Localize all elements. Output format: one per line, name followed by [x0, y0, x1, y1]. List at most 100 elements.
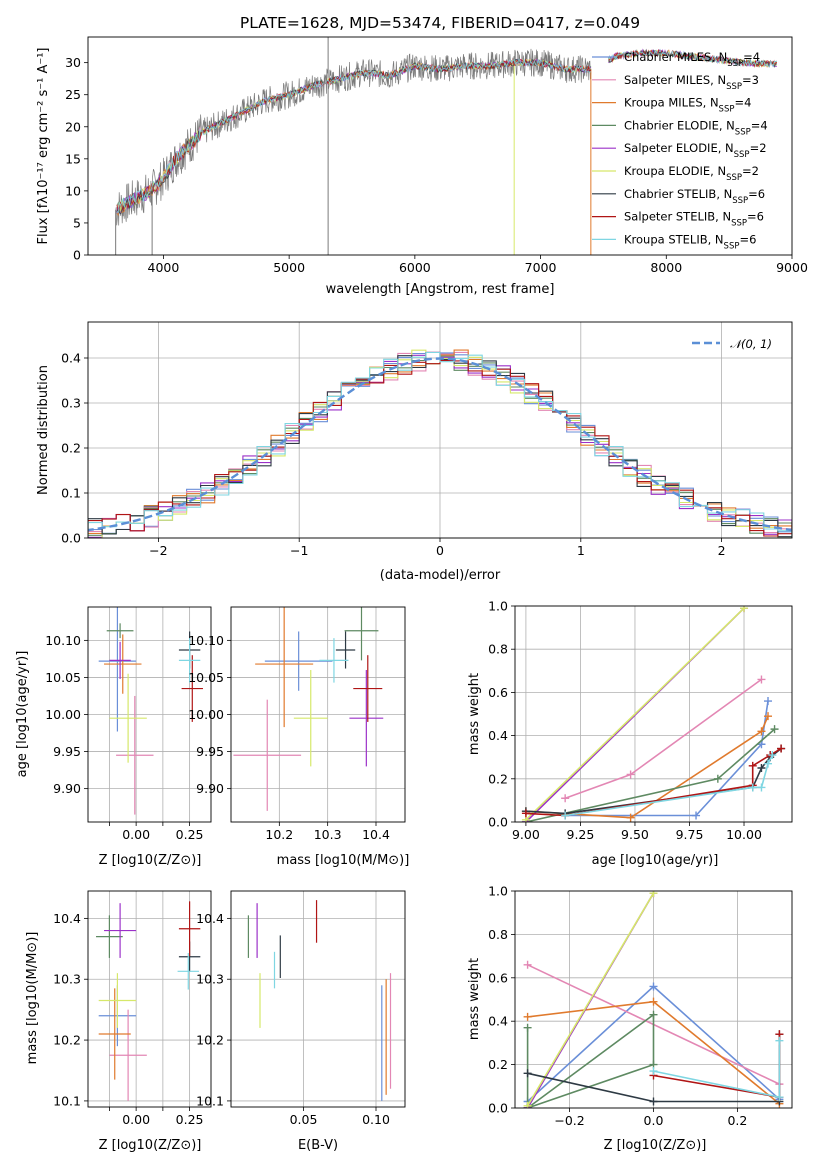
age-vs-mass-panel: 10.2 10.3 10.4 9.90 9.95 10.00 10.05 10.10 mass …	[188, 606, 410, 868]
legend-entry-base: Salpeter MILES, N	[624, 73, 726, 87]
errorbar-point	[319, 638, 349, 683]
legend-entry-base: Kroupa STELIB, N	[624, 232, 724, 246]
mass-weight-series-line	[526, 892, 655, 1107]
y-tick-label: 10.4	[196, 911, 224, 926]
legend-entry-base: Salpeter STELIB, N	[624, 210, 731, 224]
legend-entry-sub: SSP	[732, 196, 748, 206]
y-tick-label: 10.3	[196, 972, 224, 987]
mass-vs-metallicity-panel: 0.00 0.25 10.1 10.2 10.3 10.4 Z [log10(Z/Z⊙)] m…	[25, 890, 212, 1153]
x-axis-label: E(B-V)	[298, 1138, 338, 1153]
y-tick-label: 0	[73, 248, 81, 263]
mass-weight-point-marker	[523, 1101, 532, 1108]
x-tick-label: 0.00	[122, 827, 150, 842]
mass-weight-point-marker	[775, 1036, 784, 1045]
legend-entry: Salpeter ELODIE, NSSP=2	[624, 141, 767, 160]
axes-frame	[87, 321, 793, 539]
mass-weight-point-marker	[748, 783, 757, 792]
y-axis-label: mass [log10(M/M⊙)]	[25, 932, 40, 1065]
mass-weight-point-marker	[523, 960, 532, 969]
y-tick-label: 20	[65, 119, 81, 134]
axes-frame	[230, 890, 406, 1108]
y-tick-label: 0.0	[488, 815, 508, 830]
x-tick-label: 9.50	[621, 827, 649, 842]
y-tick-label: 10.00	[45, 707, 81, 722]
errorbar-point	[96, 915, 123, 958]
legend-entry-tail: =4	[734, 96, 751, 110]
y-tick-label: 0.3	[61, 396, 81, 411]
mass-weight-series-line	[525, 728, 776, 822]
legend-entry-base: Salpeter ELODIE, N	[624, 141, 734, 155]
y-tick-label: 10.4	[53, 911, 81, 926]
errorbar-point	[349, 670, 384, 767]
legend-entry-base: Kroupa ELODIE, N	[624, 164, 726, 178]
x-tick-label: 9.00	[512, 827, 540, 842]
x-tick-label: 0.0	[644, 1113, 664, 1128]
x-axis-label: Z [log10(Z/Z⊙)]	[99, 1138, 202, 1153]
y-axis-label: age [log10(age/yr)]	[15, 651, 30, 778]
x-tick-label: 9000	[776, 260, 808, 275]
errorbar-point	[116, 695, 154, 815]
axes-frame	[514, 605, 793, 823]
y-tick-label: 10.05	[188, 670, 224, 685]
y-tick-label: 30	[65, 55, 81, 70]
x-axis-label: Z [log10(Z/Z⊙)]	[99, 853, 202, 868]
y-tick-label: 0.8	[488, 642, 508, 657]
y-tick-label: 9.95	[196, 744, 224, 759]
mass-weight-point-marker	[649, 891, 658, 898]
mass-weight-point-marker	[764, 759, 773, 768]
errorbar-point	[178, 901, 201, 957]
legend-entry-tail: =2	[742, 164, 759, 178]
y-tick-label: 1.0	[488, 599, 508, 614]
legend-entry-sub: SSP	[726, 82, 742, 92]
mass-weight-point-marker	[649, 1097, 658, 1106]
x-tick-label: 10.3	[314, 827, 342, 842]
figure-title: PLATE=1628, MJD=53474, FIBERID=0417, z=0…	[240, 14, 640, 32]
residual-histogram-step	[88, 351, 792, 538]
legend-entry-tail: =2	[750, 141, 767, 155]
axes-frame	[514, 890, 793, 1109]
legend-entry-sub: SSP	[719, 105, 735, 115]
y-tick-label: 10.3	[53, 972, 81, 987]
x-tick-label: −0.2	[554, 1113, 584, 1128]
mass-weight-series-line	[564, 678, 762, 799]
y-axis-label: Flux [fλ10⁻¹⁷ erg cm⁻² s⁻¹ A⁻¹]	[36, 48, 51, 245]
y-tick-label: 9.90	[196, 781, 224, 796]
mass-weight-point-marker	[757, 727, 766, 736]
errorbar-point	[178, 638, 201, 683]
errorbar-point	[109, 641, 131, 679]
age-vs-metallicity-panel: 0.00 0.25 9.90 9.95 10.00 10.05 10.10 Z [log10(…	[15, 606, 212, 868]
mass-weight-point-marker	[649, 1010, 658, 1019]
errorbar-point	[104, 634, 142, 694]
x-tick-label: 9.25	[567, 827, 595, 842]
mass-weight-point-marker	[521, 809, 530, 818]
plot-area	[88, 349, 792, 538]
errorbar-point	[177, 953, 199, 990]
legend-entry: 𝒩(0, 1)	[730, 337, 772, 351]
legend-entry-base: Chabrier MILES, N	[624, 50, 727, 64]
plot-area	[115, 37, 778, 255]
grid-lines	[88, 607, 211, 822]
y-tick-label: 0.4	[61, 351, 81, 366]
legend-entry-sub: SSP	[724, 241, 740, 251]
y-tick-label: 10.05	[45, 670, 81, 685]
y-tick-label: 9.90	[53, 781, 81, 796]
x-tick-label: 0.10	[362, 1112, 390, 1127]
errorbar-point	[353, 655, 383, 722]
legend-entry-base: Chabrier STELIB, N	[624, 187, 732, 201]
mass-weight-point-marker	[626, 813, 635, 822]
legend-entry: Chabrier STELIB, NSSP=6	[624, 187, 765, 206]
mass-weight-point-marker	[523, 1012, 532, 1021]
mass-weight-point-marker	[764, 712, 773, 721]
x-tick-label: 7000	[525, 260, 557, 275]
legend-entry-sub: SSP	[731, 219, 747, 229]
errorbar-point	[104, 903, 137, 958]
y-tick-label: 10.1	[196, 1093, 224, 1108]
x-tick-label: 0.2	[727, 1113, 747, 1128]
x-tick-label: 9.75	[676, 827, 704, 842]
legend-entry-tail: =6	[747, 210, 764, 224]
mass-weight-point-marker	[740, 606, 749, 613]
x-tick-label: 8000	[650, 260, 682, 275]
x-axis-label: mass [log10(M/M⊙)]	[277, 853, 410, 868]
y-tick-label: 0.1	[61, 486, 81, 501]
